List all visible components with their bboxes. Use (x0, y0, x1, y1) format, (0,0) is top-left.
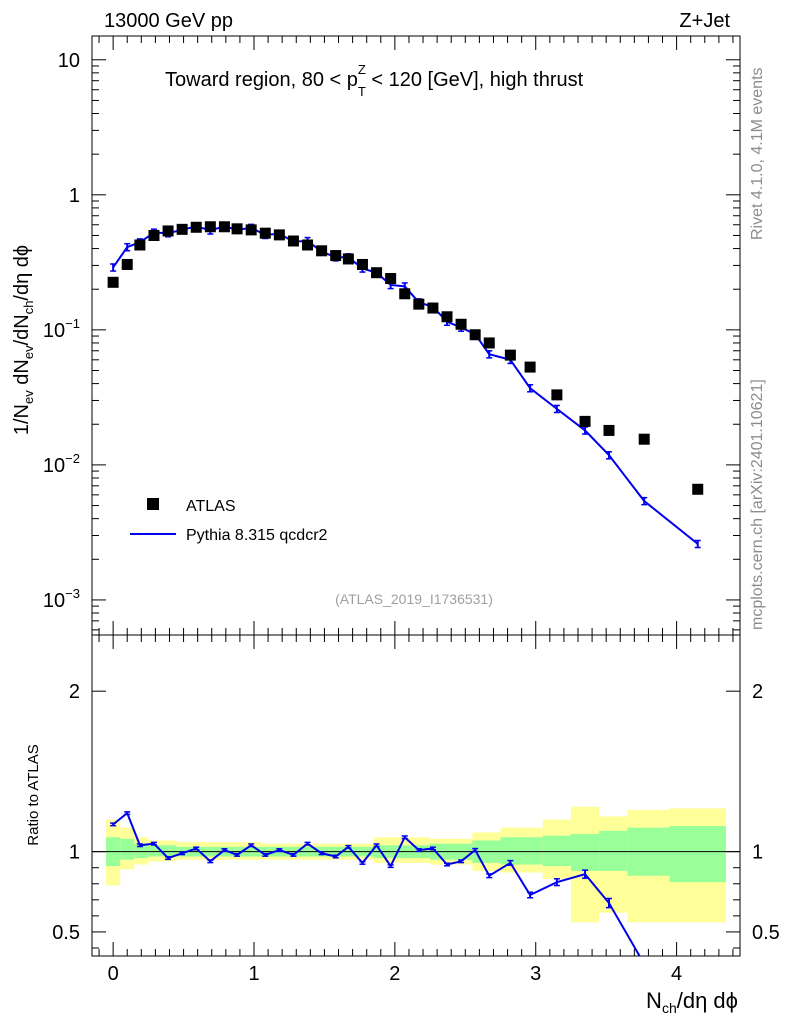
x-tick-label: 2 (389, 963, 400, 985)
atlas-data-point (399, 288, 411, 300)
ratio-y-tick-label-left: 2 (69, 681, 80, 703)
atlas-data-point (107, 276, 119, 288)
atlas-data-point (579, 415, 591, 427)
ratio-y-tick-label-left: 0.5 (52, 922, 80, 944)
x-tick-label: 1 (248, 963, 259, 985)
atlas-data-point (551, 389, 563, 401)
ratio-plot-frame (91, 634, 741, 957)
ratio-stat-band (669, 825, 726, 883)
mcplots-source-text: mcplots.cern.ch [arXiv:2401.10621] (749, 379, 766, 630)
atlas-data-point (134, 239, 146, 251)
atlas-data-point (259, 227, 271, 239)
ratio-y-tick-label-left: 1 (69, 842, 80, 864)
ratio-y-tick-label-right: 1 (752, 842, 763, 864)
title-post: < 120 [GeV], high thrust (366, 69, 584, 91)
atlas-data-point (190, 221, 202, 233)
atlas-data-point (356, 258, 368, 270)
ratio-y-ticks: 0.5 0.5 1 1 2 2 (52, 681, 780, 949)
main-y-tick-label: 10−2 (43, 451, 80, 477)
atlas-data-point (302, 239, 314, 251)
main-y-tick-label: 1 (69, 185, 80, 207)
atlas-data-point (204, 221, 216, 233)
atlas-data-point (245, 224, 257, 236)
atlas-data-point (176, 223, 188, 235)
x-axis-ticks: 0 1 2 3 4 (98, 36, 734, 985)
ratio-series (110, 811, 641, 956)
rivet-version-text: Rivet 4.1.0, 4.1M events (749, 67, 766, 240)
title-sub: T (358, 84, 366, 99)
atlas-data-point (413, 298, 425, 310)
atlas-data-point (692, 483, 704, 495)
main-series (107, 221, 704, 549)
main-plot-frame (91, 35, 741, 636)
atlas-data-point (162, 225, 174, 237)
atlas-data-point (638, 433, 650, 445)
legend-data-marker (147, 498, 159, 510)
main-y-tick-label: 10 (58, 50, 80, 72)
x-axis-label: Nch/dη dϕ (646, 988, 738, 1016)
ratio-y-tick-label-right: 2 (752, 681, 763, 703)
atlas-data-point (231, 223, 243, 235)
atlas-data-point (441, 311, 453, 323)
ratio-stat-band (599, 830, 628, 871)
atlas-data-point (148, 229, 160, 241)
main-y-tick-label: 10−1 (43, 316, 80, 342)
plot-title: Toward region, 80 < pZ T < 120 [GeV], hig… (165, 62, 584, 99)
atlas-data-point (316, 245, 328, 257)
atlas-data-point (524, 361, 536, 373)
main-y-tick-label: 10−3 (43, 586, 80, 612)
atlas-data-point (330, 250, 342, 262)
main-y-axis-label: 1/Nev dNev/dNch/dη dϕ (11, 245, 36, 435)
atlas-data-point (469, 329, 481, 341)
atlas-data-point (427, 302, 439, 314)
atlas-data-point (483, 337, 495, 349)
atlas-data-point (287, 235, 299, 247)
x-tick-label: 0 (108, 963, 119, 985)
ratio-y-axis-label: Ratio to ATLAS (25, 744, 42, 845)
x-tick-label: 4 (671, 963, 682, 985)
atlas-data-point (385, 273, 397, 285)
title-pre: Toward region, 80 < p (165, 69, 358, 91)
atlas-data-point (603, 424, 615, 436)
atlas-data-point (371, 267, 383, 279)
legend-mc-label: Pythia 8.315 qcdcr2 (186, 527, 328, 544)
header-left: 13000 GeV pp (104, 10, 233, 32)
x-tick-label: 3 (530, 963, 541, 985)
atlas-data-point (342, 253, 354, 265)
title-sup: Z (358, 62, 366, 77)
ratio-bands (92, 806, 740, 923)
atlas-data-point (121, 258, 133, 270)
atlas-data-point (455, 318, 467, 330)
analysis-watermark: (ATLAS_2019_I1736531) (335, 591, 493, 607)
main-y-ticks: 10 1 10−1 10−2 10−3 (43, 50, 740, 631)
ratio-stat-band (148, 845, 177, 857)
ratio-stat-band (542, 835, 571, 867)
legend-data-label: ATLAS (186, 498, 236, 515)
atlas-data-point (218, 221, 230, 233)
atlas-data-point (504, 349, 516, 361)
atlas-data-point (273, 229, 285, 241)
ratio-y-tick-label-right: 0.5 (752, 922, 780, 944)
mc-line (112, 225, 699, 545)
ratio-stat-band (570, 834, 600, 871)
header-right: Z+Jet (679, 10, 730, 32)
ratio-stat-band (120, 838, 135, 860)
ratio-stat-band (500, 837, 543, 865)
ratio-line (112, 811, 641, 956)
